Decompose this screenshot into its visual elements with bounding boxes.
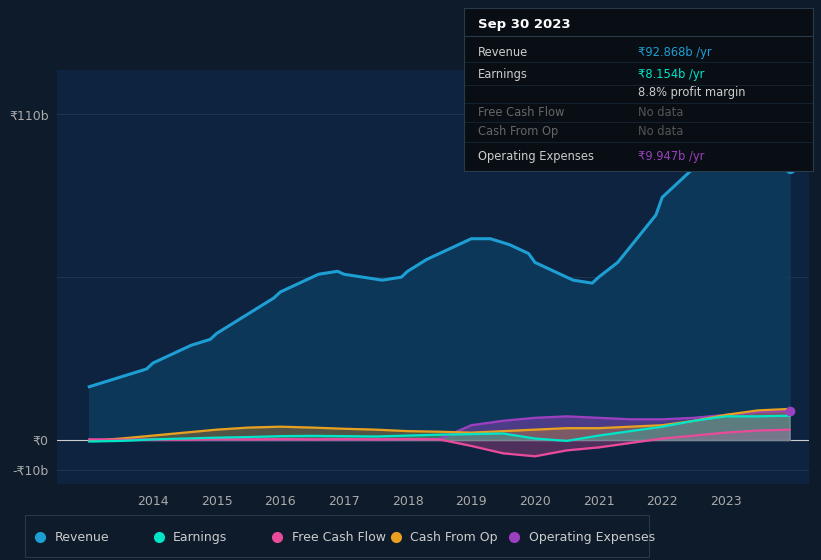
Text: No data: No data — [639, 125, 684, 138]
Text: ₹8.154b /yr: ₹8.154b /yr — [639, 68, 704, 82]
Text: Operating Expenses: Operating Expenses — [529, 530, 655, 544]
Text: Operating Expenses: Operating Expenses — [478, 150, 594, 163]
Text: Revenue: Revenue — [478, 46, 528, 59]
Text: Free Cash Flow: Free Cash Flow — [478, 106, 564, 119]
Text: 8.8% profit margin: 8.8% profit margin — [639, 86, 745, 99]
Text: Revenue: Revenue — [54, 530, 109, 544]
Text: Cash From Op: Cash From Op — [410, 530, 498, 544]
Text: Earnings: Earnings — [173, 530, 227, 544]
Text: No data: No data — [639, 106, 684, 119]
Text: Sep 30 2023: Sep 30 2023 — [478, 18, 571, 31]
Text: Free Cash Flow: Free Cash Flow — [291, 530, 386, 544]
Text: Earnings: Earnings — [478, 68, 528, 82]
Text: ₹9.947b /yr: ₹9.947b /yr — [639, 150, 704, 163]
Text: ₹92.868b /yr: ₹92.868b /yr — [639, 46, 712, 59]
Text: Cash From Op: Cash From Op — [478, 125, 558, 138]
